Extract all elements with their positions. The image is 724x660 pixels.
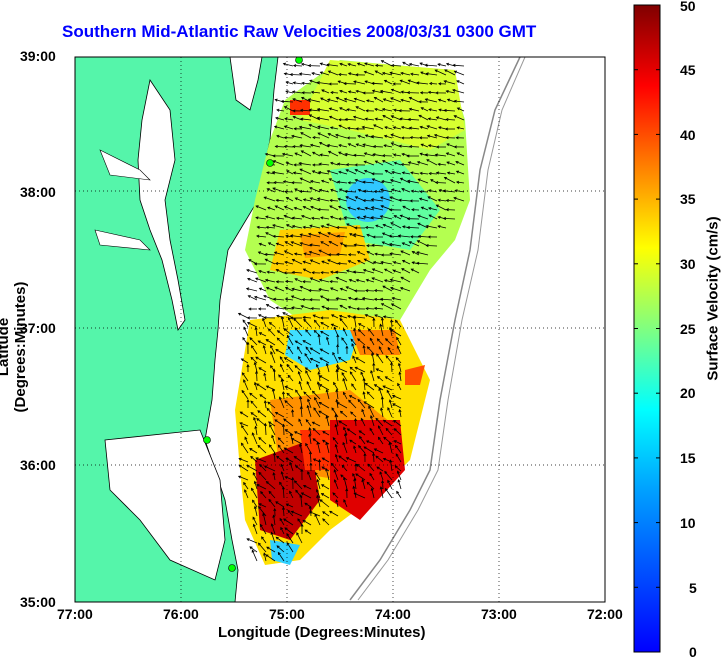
velocity-arrow [337,228,347,229]
x-tick: 73:00 [481,606,517,622]
velocity-arrow [426,246,437,247]
colorbar-tick: 50 [680,0,696,14]
x-tick: 77:00 [57,606,93,622]
colorbar-tick: 30 [680,256,696,272]
velocity-arrow [290,75,302,76]
colorbar-tick: 35 [680,191,696,207]
y-tick: 39:00 [20,48,56,64]
colorbar-label: Surface Velocity (cm/s) [705,214,722,384]
velocity-arrow [284,425,285,436]
site-marker [267,160,274,167]
y-tick: 36:00 [20,457,56,473]
site-marker [296,57,303,64]
x-tick: 74:00 [375,606,411,622]
y-axis-label: Latitude (Degrees:Minutes) [0,257,29,437]
colorbar-tick: 0 [689,644,697,660]
velocity-arrow [274,183,284,184]
x-tick: 75:00 [269,606,305,622]
colorbar-tick: 5 [689,580,697,596]
site-marker [204,437,211,444]
colorbar-tick: 20 [680,385,696,401]
colorbar-tick: 25 [680,321,696,337]
velocity-arrow [318,210,329,211]
colorbar-tick: 15 [680,450,696,466]
colorbar-tick: 40 [680,127,696,143]
y-tick: 35:00 [20,594,56,610]
velocity-arrow [309,291,320,292]
velocity-arrow [344,84,356,85]
colorbar-tick: 10 [680,515,696,531]
site-marker [229,565,236,572]
velocity-arrow [436,183,446,184]
y-tick: 38:00 [20,184,56,200]
x-tick: 76:00 [163,606,199,622]
x-axis-label: Longitude (Degrees:Minutes) [218,624,426,641]
colorbar-tick: 45 [680,62,696,78]
x-tick: 72:00 [587,606,623,622]
